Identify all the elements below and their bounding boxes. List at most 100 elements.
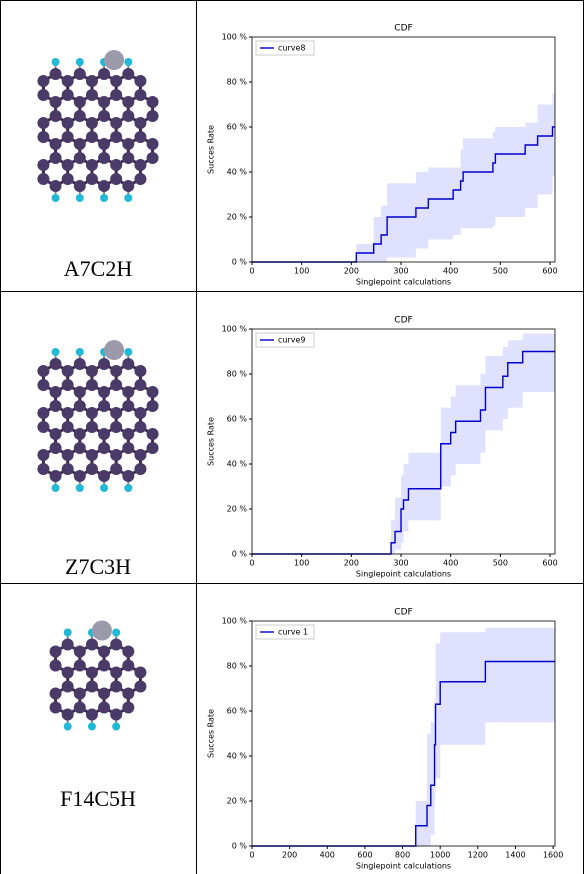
- molecule-label: A7C2H: [0, 256, 196, 282]
- carbon-atom: [122, 688, 134, 700]
- carbon-atom: [110, 131, 122, 143]
- carbon-atom: [50, 660, 62, 672]
- y-tick-label: 20 %: [227, 797, 248, 806]
- carbon-atom: [134, 173, 146, 185]
- molecule: [10, 592, 186, 767]
- carbon-atom: [86, 681, 98, 693]
- hydrogen-atom: [76, 58, 84, 66]
- carbon-atom: [86, 131, 98, 143]
- y-tick-label: 20 %: [227, 505, 248, 514]
- carbon-atom: [74, 470, 86, 482]
- y-tick-label: 100 %: [222, 325, 248, 334]
- carbon-atom: [50, 358, 62, 370]
- carbon-atom: [74, 660, 86, 672]
- carbon-atom: [86, 159, 98, 171]
- carbon-atom: [147, 96, 159, 108]
- carbon-atom: [86, 173, 98, 185]
- carbon-atom: [98, 68, 110, 80]
- carbon-atom: [50, 386, 62, 398]
- carbon-atom: [86, 667, 98, 679]
- legend-label: curve8: [278, 44, 306, 53]
- carbon-atom: [86, 365, 98, 377]
- hydrogen-atom: [52, 194, 60, 202]
- carbon-atom: [98, 358, 110, 370]
- carbon-atom: [98, 138, 110, 150]
- y-axis-label: Succes Rate: [207, 709, 216, 758]
- x-tick-label: 1400: [505, 851, 525, 860]
- carbon-atom: [134, 449, 146, 461]
- carbon-atom: [50, 152, 62, 164]
- carbon-atom: [110, 709, 122, 721]
- molecule-label: F14C5H: [0, 786, 196, 812]
- chart-title: CDF: [394, 24, 412, 34]
- x-tick-label: 1000: [430, 851, 450, 860]
- carbon-atom: [62, 131, 74, 143]
- x-tick-label: 500: [493, 267, 508, 276]
- chart: CDFSinglepoint calculationsSucces Rate01…: [197, 292, 583, 582]
- carbon-atom: [134, 159, 146, 171]
- carbon-atom: [122, 660, 134, 672]
- legend-label: curve9: [278, 336, 306, 345]
- carbon-atom: [98, 400, 110, 412]
- y-tick-label: 0 %: [232, 842, 248, 851]
- y-tick-label: 80 %: [227, 370, 248, 379]
- hydrogen-atom: [52, 348, 60, 356]
- carbon-atom: [50, 470, 62, 482]
- y-tick-label: 60 %: [227, 707, 248, 716]
- carbon-atom: [50, 96, 62, 108]
- carbon-atom: [98, 180, 110, 192]
- carbon-atom: [50, 646, 62, 658]
- carbon-atom: [62, 709, 74, 721]
- carbon-atom: [37, 449, 49, 461]
- carbon-atom: [122, 152, 134, 164]
- carbon-atom: [86, 89, 98, 101]
- x-tick-label: 600: [542, 267, 557, 276]
- carbon-atom: [62, 379, 74, 391]
- carbon-atom: [37, 131, 49, 143]
- carbon-atom: [122, 96, 134, 108]
- carbon-atom: [86, 463, 98, 475]
- carbon-atom: [74, 96, 86, 108]
- carbon-atom: [98, 96, 110, 108]
- carbon-atom: [37, 159, 49, 171]
- x-tick-label: 800: [395, 851, 410, 860]
- carbon-atom: [37, 421, 49, 433]
- hydrogen-atom: [112, 629, 120, 637]
- y-tick-label: 0 %: [232, 258, 248, 267]
- carbon-atom: [37, 89, 49, 101]
- carbon-atom: [50, 180, 62, 192]
- carbon-atom: [122, 428, 134, 440]
- x-tick-label: 1200: [468, 851, 488, 860]
- hydrogen-atom: [100, 484, 108, 492]
- carbon-atom: [86, 709, 98, 721]
- carbon-atom: [50, 400, 62, 412]
- carbon-atom: [74, 358, 86, 370]
- x-tick-label: 600: [542, 559, 557, 568]
- x-tick-label: 300: [393, 559, 408, 568]
- hydrogen-atom: [52, 58, 60, 66]
- carbon-atom: [110, 463, 122, 475]
- carbon-atom: [147, 428, 159, 440]
- carbon-atom: [86, 421, 98, 433]
- carbon-atom: [147, 110, 159, 122]
- hydrogen-atom: [112, 723, 120, 731]
- carbon-atom: [74, 152, 86, 164]
- y-tick-label: 100 %: [222, 33, 248, 42]
- carbon-atom: [50, 428, 62, 440]
- carbon-atom: [98, 442, 110, 454]
- carbon-atom: [122, 442, 134, 454]
- x-axis-label: Singlepoint calculations: [356, 570, 451, 579]
- hydrogen-atom: [100, 194, 108, 202]
- metal-atom: [104, 340, 124, 360]
- carbon-atom: [62, 159, 74, 171]
- carbon-atom: [134, 681, 146, 693]
- carbon-atom: [50, 110, 62, 122]
- carbon-atom: [122, 68, 134, 80]
- carbon-atom: [37, 365, 49, 377]
- confidence-band: [252, 628, 555, 846]
- metal-atom: [104, 50, 124, 70]
- carbon-atom: [122, 386, 134, 398]
- carbon-atom: [86, 75, 98, 87]
- carbon-atom: [62, 89, 74, 101]
- hydrogen-atom: [124, 348, 132, 356]
